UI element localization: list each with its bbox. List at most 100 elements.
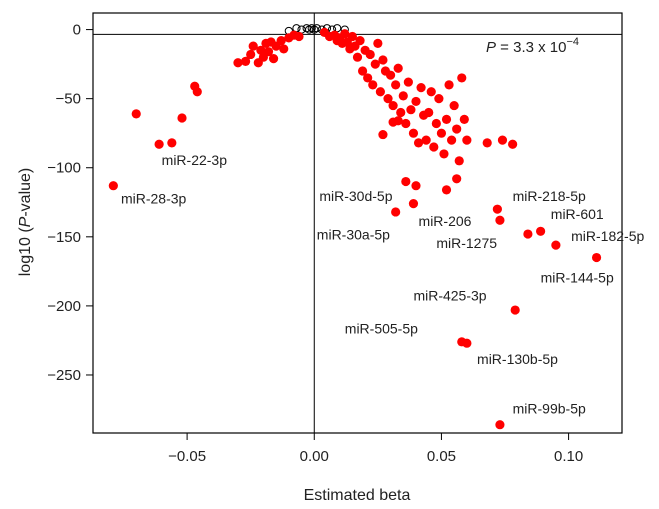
significant-point: [510, 305, 520, 315]
significant-points: [108, 27, 602, 430]
significant-point: [246, 49, 256, 60]
significant-point: [452, 174, 462, 184]
x-axis-title: Estimated beta: [304, 487, 411, 504]
significant-point: [383, 94, 393, 104]
significant-point: [352, 52, 363, 62]
mirna-label: miR-218-5p: [513, 188, 586, 204]
significant-point: [482, 138, 492, 148]
significant-point: [431, 118, 441, 129]
significant-point: [248, 41, 258, 51]
y-axis-title-suffix: -value): [17, 168, 34, 217]
y-tick-label: −200: [47, 298, 81, 315]
x-axis: −0.05 0.00 0.05 0.10: [168, 433, 583, 465]
mirna-label: miR-30a-5p: [317, 227, 390, 243]
significant-point: [363, 73, 373, 83]
significant-point: [131, 109, 141, 119]
y-tick-label: −150: [47, 229, 81, 246]
significant-point: [192, 87, 202, 97]
annotation-exponent: −4: [566, 36, 579, 48]
y-axis: 0 −50 −100 −150 −200 −250: [47, 22, 93, 384]
significant-point: [294, 31, 304, 42]
significant-point: [233, 58, 243, 68]
significant-point: [370, 59, 380, 69]
significant-point: [411, 181, 421, 191]
significant-point: [240, 56, 251, 66]
annotation-prefix: = 3.3 x 10: [496, 39, 566, 56]
significant-point: [393, 63, 403, 73]
significant-point: [421, 135, 431, 145]
significant-point: [441, 114, 452, 124]
significant-point: [411, 96, 421, 107]
significant-point: [447, 135, 457, 145]
point-labels: miR-22-3p miR-28-3p miR-30d-5p miR-30a-5p mi…: [121, 152, 645, 417]
y-tick-label: −100: [47, 160, 81, 177]
significant-point: [388, 100, 398, 111]
mirna-label: miR-182-5p: [571, 228, 644, 244]
significant-point: [268, 53, 279, 64]
significant-point: [347, 31, 358, 42]
significant-point: [492, 204, 502, 214]
mirna-label: miR-28-3p: [121, 191, 187, 207]
mirna-label: miR-505-5p: [345, 321, 418, 337]
significant-point: [439, 149, 449, 159]
significant-point: [429, 142, 439, 152]
significant-point: [401, 176, 411, 187]
significant-point: [340, 29, 350, 39]
nonsignificant-point: [312, 24, 321, 33]
mirna-label: miR-130b-5p: [477, 351, 558, 367]
significant-point: [408, 199, 419, 209]
x-tick-label: −0.05: [168, 448, 206, 465]
significant-point: [424, 107, 434, 118]
significant-point: [462, 135, 472, 145]
mirna-label: miR-144-5p: [541, 269, 614, 285]
x-tick-label: 0.10: [554, 448, 583, 465]
significant-point: [495, 215, 505, 225]
significant-point: [177, 113, 187, 123]
significant-point: [591, 252, 602, 263]
mirna-label: miR-30d-5p: [319, 188, 392, 204]
x-tick-label: 0.00: [300, 448, 329, 465]
significant-point: [441, 185, 452, 195]
mirna-label: miR-425-3p: [413, 287, 486, 303]
significant-point: [454, 156, 464, 166]
significant-point: [497, 135, 508, 145]
significant-point: [406, 105, 416, 115]
y-tick-label: −50: [56, 91, 81, 108]
significant-point: [459, 114, 469, 124]
significant-point: [276, 36, 286, 46]
significant-point: [355, 36, 365, 46]
significant-point: [154, 139, 164, 149]
significant-point: [449, 100, 459, 111]
significant-point: [279, 44, 289, 54]
y-tick-label: −250: [47, 367, 81, 384]
significant-point: [452, 124, 462, 134]
annotation-italic: P: [486, 39, 496, 56]
mirna-label: miR-1275: [436, 235, 497, 251]
significant-point: [396, 107, 406, 118]
significant-point: [398, 91, 408, 101]
significant-point: [495, 420, 505, 430]
significant-point: [551, 240, 561, 250]
significant-point: [408, 128, 419, 138]
significant-point: [378, 129, 388, 140]
significant-point: [357, 66, 368, 76]
significant-point: [401, 118, 411, 129]
plot-frame: [92, 12, 623, 434]
significant-point: [263, 47, 274, 57]
significant-point: [368, 80, 378, 90]
significant-point: [508, 139, 518, 149]
significant-point: [457, 73, 467, 83]
significant-point: [536, 226, 546, 236]
significant-point: [426, 87, 436, 97]
significant-point: [393, 116, 403, 126]
significant-point: [413, 138, 424, 148]
significant-point: [108, 181, 118, 191]
significant-point: [378, 55, 388, 65]
significant-point: [436, 128, 447, 138]
p-value-annotation: P = 3.3 x 10−4: [486, 36, 579, 56]
significant-point: [403, 77, 413, 87]
y-axis-title-prefix: log10 (: [17, 227, 34, 277]
significant-point: [434, 94, 444, 104]
x-tick-label: 0.05: [427, 448, 456, 465]
